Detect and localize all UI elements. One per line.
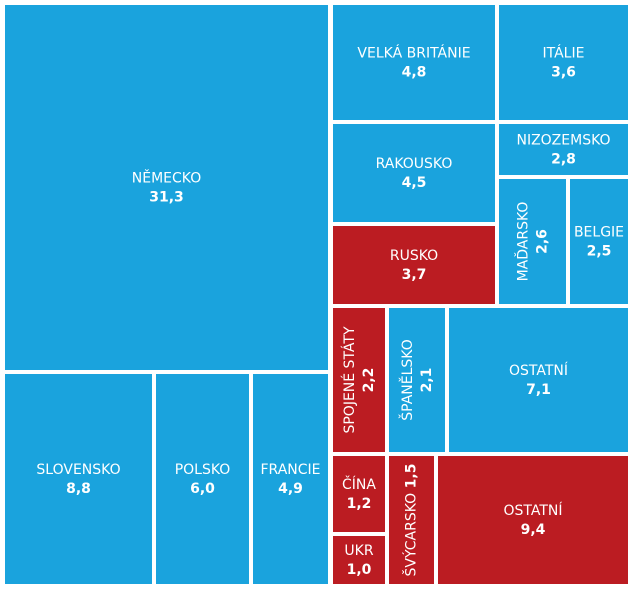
tile [570,179,628,304]
value-label: 8,8 [66,481,91,497]
tile-label: ŠPANĚLSKO 2,1 [398,339,435,420]
tile [333,308,385,452]
value-label: 2,6 [535,229,551,254]
tile [5,374,152,584]
category-label: OSTATNÍ [503,502,562,519]
value-label: 1,0 [347,562,372,578]
tile [499,5,628,120]
tile-label: FRANCIE 4,9 [260,462,320,497]
tile [333,5,495,120]
value-label: 1,2 [347,496,372,512]
tile [499,179,566,304]
value-label: 3,7 [402,267,427,283]
value-label: 7,1 [526,382,551,398]
tile-label: SLOVENSKO 8,8 [36,462,120,497]
value-label: 4,9 [278,481,303,497]
value-label: 6,0 [190,481,215,497]
tile [5,5,328,370]
tile-label: ITÁLIE 3,6 [543,45,585,81]
tile [156,374,249,584]
tile-label: OSTATNÍ 9,4 [503,502,562,538]
category-label: ŠVÝCARSKO [402,493,420,577]
category-label: SPOJENÉ STÁTY [341,326,358,433]
value-label: 3,6 [551,65,576,81]
category-label: POLSKO [175,462,231,478]
value-label: 2,5 [587,244,612,260]
tile-label: ŠVÝCARSKO 1,5 [402,464,420,577]
value-label: 4,8 [402,65,427,81]
value-label: 2,8 [551,152,576,168]
tile [333,124,495,222]
tile-label: RUSKO 3,7 [390,248,438,283]
tile-label: RAKOUSKO 4,5 [376,156,453,191]
value-label: 4,5 [402,175,427,191]
tile [389,308,445,452]
value-label: 2,1 [419,368,435,393]
tile-label: NĚMECKO 31,3 [132,170,201,206]
category-label: MAĎARSKO [514,202,532,282]
category-label: UKR [344,543,373,559]
tile [253,374,328,584]
category-label: FRANCIE [260,462,320,478]
tile [499,124,628,175]
category-label: ITÁLIE [543,45,585,62]
tile [449,308,628,452]
category-label: OSTATNÍ [509,362,568,379]
tile-label: VELKÁ BRITÁNIE 4,8 [357,45,470,81]
category-label: RUSKO [390,248,438,264]
tile [333,536,385,584]
tile [438,456,628,584]
category-label: NIZOZEMSKO [516,133,610,149]
tile-label: POLSKO 6,0 [175,462,231,497]
value-label: 9,4 [521,522,546,538]
tile-label: UKR 1,0 [344,543,373,578]
value-label: 1,5 [404,464,420,489]
category-label: RAKOUSKO [376,156,453,172]
tile-text: ŠVÝCARSKO 1,5 [402,464,420,577]
tile-label: ČÍNA 1,2 [342,475,376,512]
tile-label: OSTATNÍ 7,1 [509,362,568,398]
category-label: ČÍNA [342,475,376,493]
category-label: SLOVENSKO [36,462,120,478]
category-label: VELKÁ BRITÁNIE [357,45,470,62]
tile-label: NIZOZEMSKO 2,8 [516,133,610,168]
category-label: BELGIE [574,225,624,241]
value-label: 2,2 [361,368,377,393]
category-label: NĚMECKO [132,170,201,187]
tile [333,226,495,304]
tile [333,456,385,532]
category-label: ŠPANĚLSKO [398,339,416,420]
tile-label: MAĎARSKO 2,6 [514,202,551,282]
tile [389,456,434,584]
value-label: 31,3 [149,190,184,206]
tile-label: BELGIE 2,5 [574,225,624,260]
tile-label: SPOJENÉ STÁTY 2,2 [341,326,377,433]
